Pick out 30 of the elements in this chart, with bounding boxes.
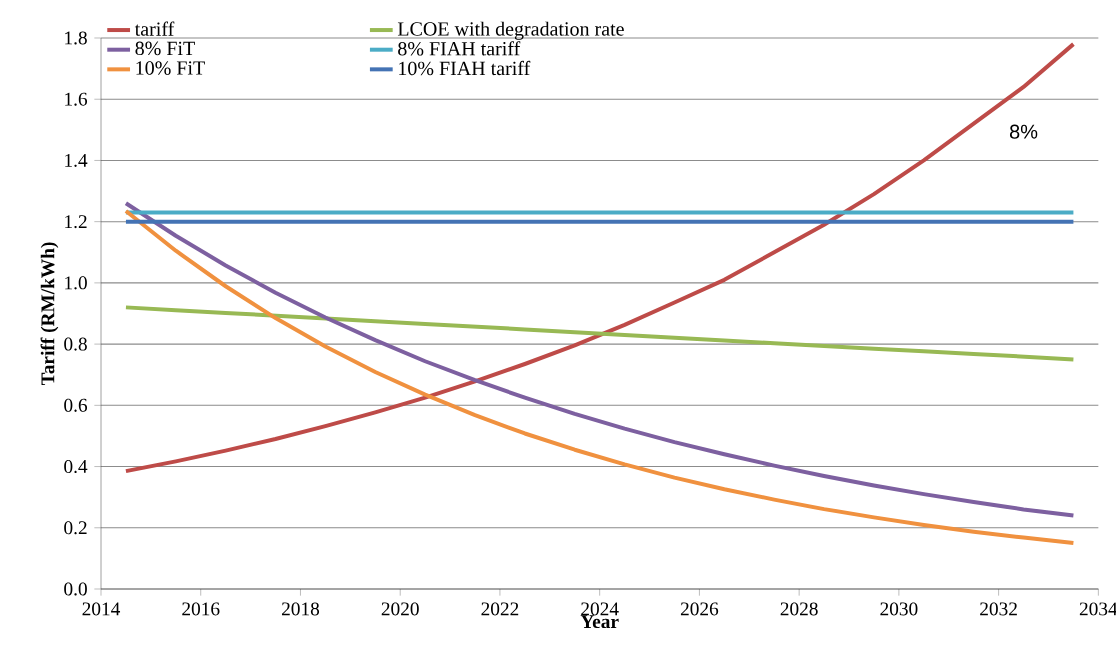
- legend-label: 10% FIAH tariff: [399, 60, 531, 76]
- x-axis-title: Year: [580, 615, 619, 629]
- y-tick-label: 0.0: [64, 582, 87, 596]
- y-tick-label: 0.6: [64, 398, 88, 412]
- y-tick-label: 1.4: [65, 153, 88, 167]
- x-tick-label: 2016: [182, 602, 220, 616]
- y-axis-title: Tariff (RM/kWh): [40, 242, 59, 386]
- legend-label: tariff: [134, 21, 175, 36]
- y-tick-label: 0.2: [64, 521, 87, 535]
- y-tick-label: 1.8: [65, 31, 87, 45]
- x-tick-label: 2030: [880, 602, 918, 616]
- x-tick-label: 2024: [581, 602, 619, 616]
- x-tick-label: 2014: [82, 602, 121, 616]
- annotation: 8%: [1009, 124, 1038, 139]
- x-tick-label: 2032: [980, 602, 1017, 616]
- x-tick-label: 2018: [282, 602, 320, 616]
- legend-label: LCOE with degradation rate: [397, 21, 624, 40]
- legend-label: 10% FiT: [136, 61, 205, 75]
- x-tick-label: 2026: [680, 602, 719, 616]
- legend-label: 8% FiT: [135, 41, 195, 56]
- x-tick-label: 2028: [780, 602, 818, 616]
- line-series: [123, 42, 1076, 474]
- y-tick-label: 1.0: [65, 276, 87, 290]
- y-tick-label: 1.2: [65, 215, 87, 229]
- y-tick-label: 0.4: [64, 459, 88, 474]
- y-tick-label: 1.6: [65, 92, 88, 106]
- y-tick-label: 0.8: [64, 337, 87, 351]
- x-tick-label: 2022: [481, 602, 519, 616]
- x-tick-label: 2020: [381, 602, 419, 616]
- legend-label: 8% FIAH tariff: [398, 41, 521, 56]
